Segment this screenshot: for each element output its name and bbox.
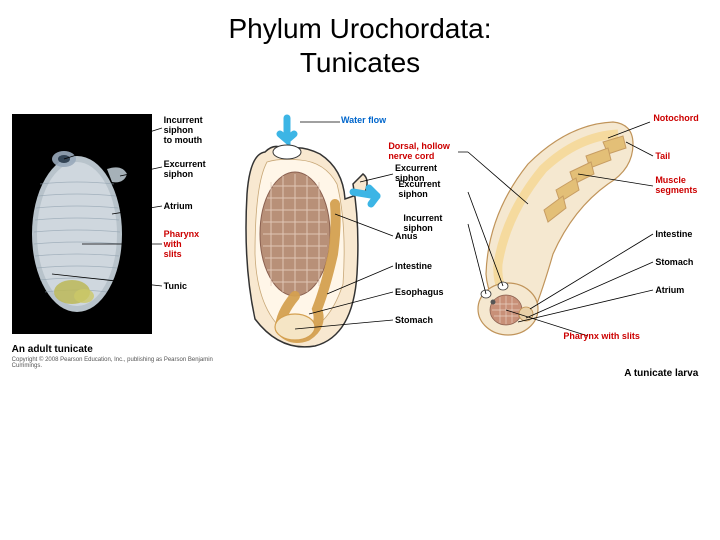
- lab-tail: Tail: [655, 152, 670, 162]
- lab-incurrent-1: Incurrent siphon to mouth: [164, 116, 203, 146]
- lab-water: Water flow: [341, 116, 386, 126]
- lab-esophagus: Esophagus: [395, 288, 444, 298]
- lab-pharynx-3: Pharynx with slits: [563, 332, 640, 342]
- lab-pharynx-1: Pharynx with slits: [164, 230, 200, 260]
- panel-adult-photo: Incurrent siphon to mouth Excurrent siph…: [12, 114, 222, 369]
- title-line-2: Tunicates: [300, 47, 420, 78]
- lab-intestine-3: Intestine: [655, 230, 692, 240]
- lab-excurrent-3: Excurrent siphon: [398, 180, 440, 200]
- lab-muscle: Muscle segments: [655, 176, 697, 196]
- caption-1: An adult tunicate: [12, 344, 222, 355]
- cutaway-svg: [225, 114, 385, 364]
- lab-incurrent-3: Incurrent siphon: [403, 214, 442, 234]
- lab-nerve: Dorsal, hollow nerve cord: [388, 142, 450, 162]
- lab-tunic-1: Tunic: [164, 282, 187, 292]
- lab-excurrent-1: Excurrent siphon: [164, 160, 206, 180]
- copyright: Copyright © 2008 Pearson Education, Inc.…: [12, 357, 222, 369]
- adult-photo-svg: [12, 114, 152, 334]
- lab-stomach-3: Stomach: [655, 258, 693, 268]
- larva-svg: [458, 114, 638, 364]
- lab-atrium-3: Atrium: [655, 286, 684, 296]
- page-title: Phylum Urochordata: Tunicates: [0, 0, 720, 79]
- lab-stomach-2: Stomach: [395, 316, 433, 326]
- title-line-1: Phylum Urochordata:: [228, 13, 491, 44]
- panel-larva: Notochord Dorsal, hollow nerve cord Excu…: [458, 114, 708, 379]
- lab-intestine-2: Intestine: [395, 262, 432, 272]
- lab-atrium-1: Atrium: [164, 202, 193, 212]
- lab-notochord: Notochord: [653, 114, 699, 124]
- caption-3: A tunicate larva: [458, 368, 708, 379]
- figure-row: Incurrent siphon to mouth Excurrent siph…: [0, 114, 720, 379]
